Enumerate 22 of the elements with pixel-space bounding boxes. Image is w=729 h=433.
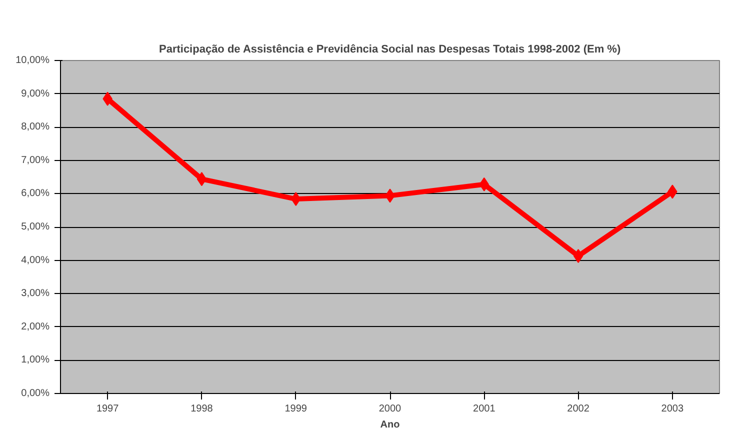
y-tick-label: 8,00%: [21, 122, 50, 133]
y-tick-label: 6,00%: [21, 188, 50, 200]
y-tick-label: 2,00%: [21, 321, 50, 332]
y-tick-label: 3,00%: [21, 288, 50, 300]
point: [573, 248, 584, 263]
y-tick-label: 4,00%: [21, 254, 50, 266]
x-tick-label: 2003: [661, 404, 684, 414]
y-tick-label: 0,00%: [21, 388, 50, 399]
y-tick-label: 5,00%: [21, 222, 50, 232]
x-tick-label: 1999: [284, 404, 308, 414]
x-axis-title: Ano: [380, 420, 400, 430]
y-tick-label: 10,00%: [16, 55, 50, 66]
y-tick-label: 1,00%: [21, 354, 50, 366]
point: [196, 172, 207, 186]
x-tick-label: 2001: [473, 404, 496, 414]
x-tick-label: 1998: [190, 404, 214, 414]
y-tick-label: 7,00%: [21, 154, 50, 166]
y-tick-label: 9,00%: [21, 88, 50, 100]
x-tick-label: 2000: [378, 404, 402, 414]
x-tick-label: 1997: [96, 404, 120, 414]
x-tick-label: 2002: [567, 404, 590, 414]
chart-title: Participação de Assistência e Previdência Social nas Despesas Totais 1998-2002 (Em %): [158, 44, 621, 56]
